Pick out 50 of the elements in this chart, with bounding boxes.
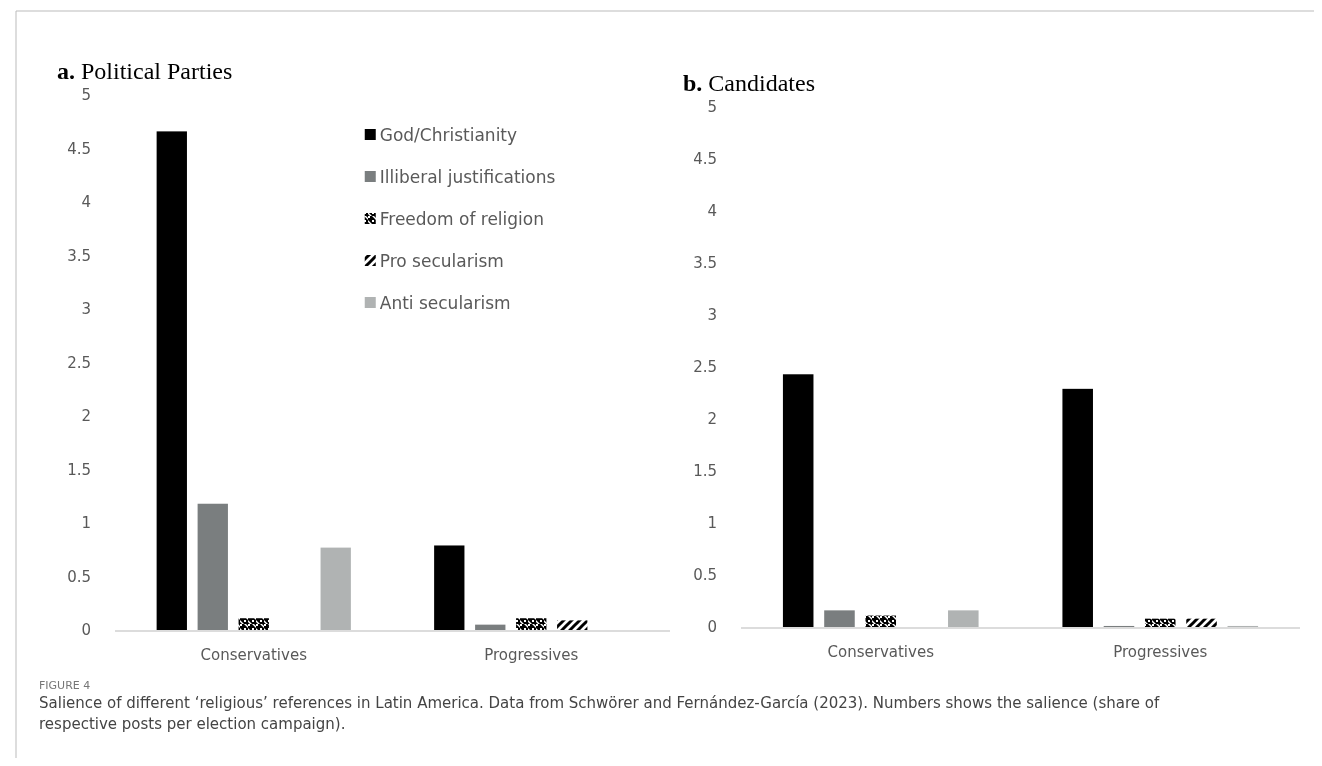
bar [1144, 618, 1176, 627]
y-tick-label: 0 [707, 618, 717, 637]
bar [475, 624, 506, 630]
y-tick-label: 2.5 [67, 353, 91, 372]
y-tick-label: 5 [81, 86, 91, 105]
x-tick-label: Conservatives [200, 646, 308, 664]
y-tick-label: 3.5 [693, 254, 717, 273]
y-tick-label: 0.5 [693, 566, 717, 585]
y-tick-label: 0.5 [67, 567, 91, 586]
y-tick-label: 1.5 [693, 462, 717, 481]
bar [434, 545, 465, 630]
y-tick-label: 0 [81, 621, 91, 640]
bar [782, 374, 814, 627]
x-tick-label: Progressives [484, 646, 579, 664]
bar [1186, 618, 1217, 627]
bar [948, 610, 979, 627]
x-tick-label: Conservatives [827, 643, 935, 661]
bar [824, 610, 855, 627]
y-tick-label: 2.5 [693, 358, 717, 377]
y-tick-label: 2 [707, 410, 717, 429]
y-tick-label: 5 [707, 98, 717, 117]
legend-label: God/Christianity [379, 124, 518, 145]
legend-label: Freedom of religion [379, 208, 544, 229]
y-tick-label: 4 [81, 193, 91, 212]
bar [557, 620, 588, 630]
y-tick-label: 3 [707, 306, 717, 325]
y-tick-label: 4.5 [693, 150, 717, 169]
caption: FIGURE 4 [39, 679, 91, 692]
legend-label: Pro secularism [379, 250, 504, 271]
bar [865, 615, 897, 627]
y-tick-label: 3 [81, 300, 91, 319]
bar [516, 618, 547, 630]
y-tick-label: 1 [707, 514, 717, 533]
y-tick-label: 2 [81, 407, 91, 426]
legend-label: Illiberal justifications [379, 166, 556, 187]
y-tick-label: 1 [81, 514, 91, 533]
bar [238, 618, 269, 630]
bar [1062, 388, 1093, 627]
bar [320, 547, 351, 630]
chart-title: b. Candidates [683, 70, 815, 96]
y-tick-label: 1.5 [67, 460, 91, 479]
y-tick-label: 4 [707, 202, 717, 221]
y-tick-label: 3.5 [67, 246, 91, 265]
chart-title: a. Political Parties [57, 58, 233, 84]
x-tick-label: Progressives [1113, 643, 1208, 661]
bar [156, 131, 187, 630]
bar [197, 503, 228, 630]
y-tick-label: 4.5 [67, 139, 91, 158]
text: Salience of different ‘religious’ references in Latin America. Data from Schwörer and Fernández-García (2023). Numbers shows the salience (share of respective posts per election campaign). [39, 693, 1161, 735]
legend-label: Anti secularism [379, 292, 511, 313]
